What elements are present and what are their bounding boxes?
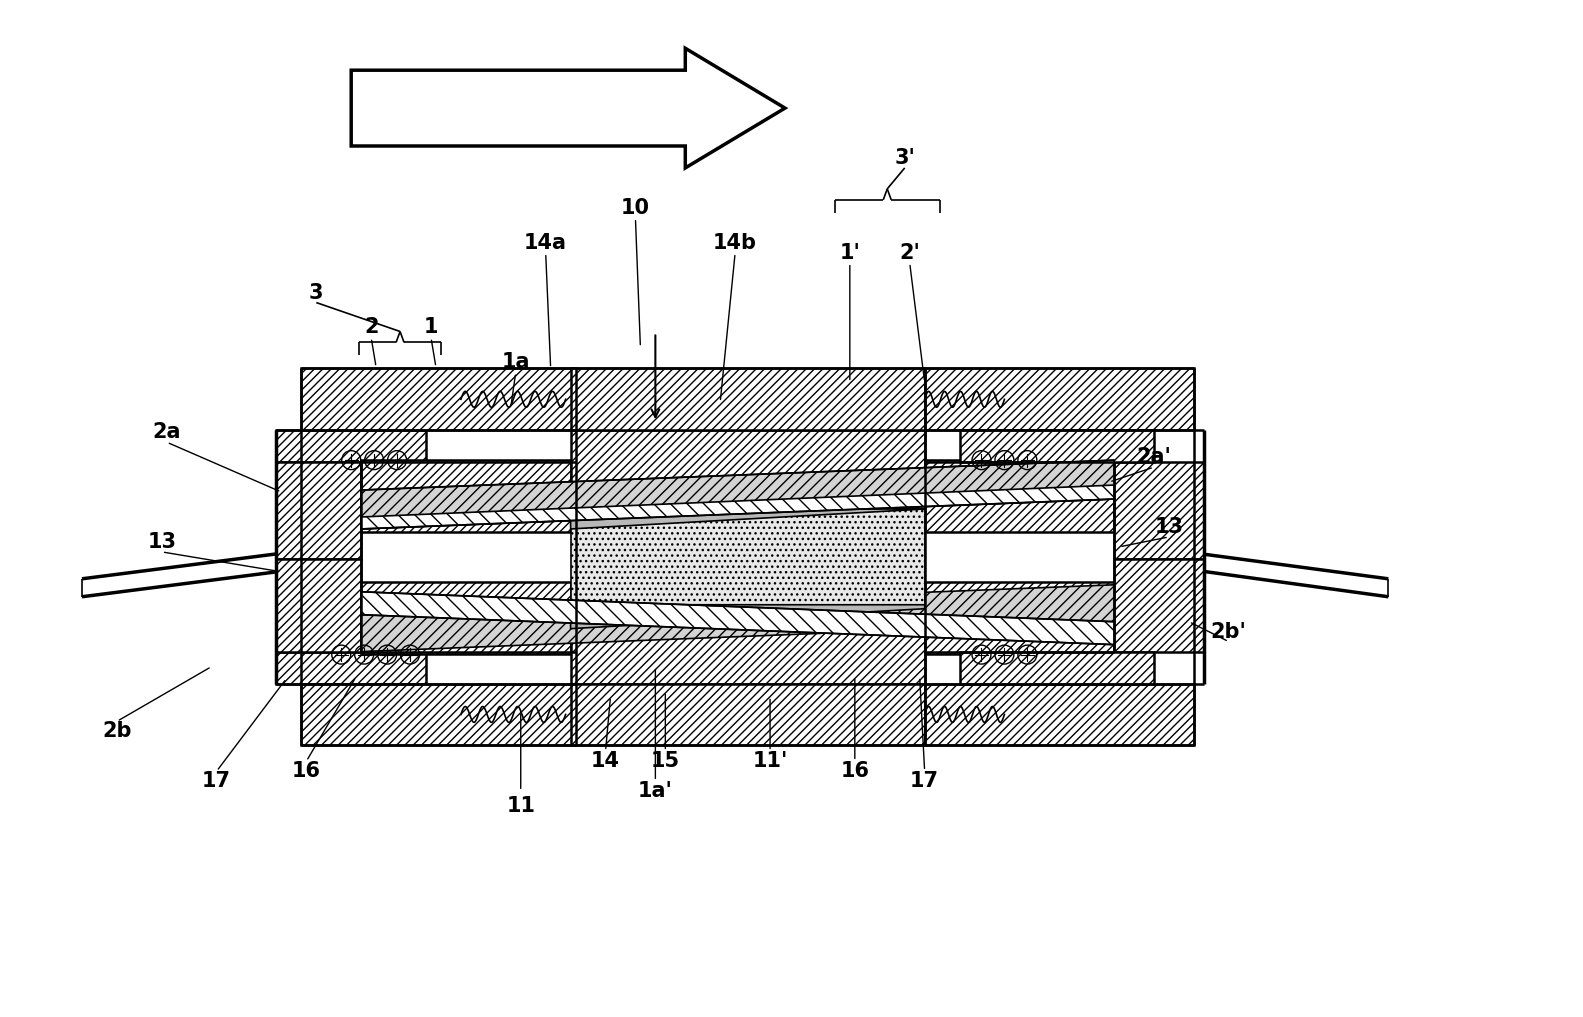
Polygon shape (570, 508, 924, 605)
Polygon shape (361, 485, 1114, 529)
Polygon shape (361, 592, 1114, 645)
Bar (277, 462, 361, 559)
Text: 17: 17 (203, 771, 231, 791)
Text: 1a': 1a' (638, 781, 673, 801)
Text: 2a': 2a' (1137, 447, 1171, 467)
Text: 13: 13 (147, 532, 176, 552)
Polygon shape (361, 460, 1114, 529)
Text: 17: 17 (910, 771, 939, 791)
Bar (570, 605, 924, 683)
Text: 16: 16 (291, 762, 321, 781)
Bar (361, 460, 570, 532)
Text: 14: 14 (590, 752, 621, 771)
Polygon shape (361, 585, 1114, 652)
Bar (301, 683, 576, 745)
Text: 11': 11' (752, 752, 788, 771)
Text: 1: 1 (424, 317, 438, 338)
Text: 2: 2 (364, 317, 378, 338)
Bar (301, 368, 576, 430)
Polygon shape (570, 605, 924, 629)
Bar (924, 582, 1114, 654)
Text: 2b': 2b' (1211, 621, 1247, 642)
Bar (277, 559, 361, 652)
Text: 15: 15 (651, 752, 681, 771)
Text: 1a: 1a (502, 353, 530, 372)
Polygon shape (570, 508, 924, 529)
Text: 1': 1' (839, 243, 860, 262)
Bar (570, 368, 924, 430)
Text: 11: 11 (507, 796, 535, 817)
Text: 14a: 14a (524, 233, 567, 253)
Bar (570, 430, 924, 508)
Bar (570, 683, 924, 745)
Bar (959, 652, 1154, 683)
Text: 3': 3' (894, 147, 915, 168)
Bar (1114, 559, 1203, 652)
Bar (361, 582, 570, 654)
Polygon shape (351, 48, 785, 168)
Text: 2': 2' (899, 243, 920, 262)
Text: 13: 13 (1154, 517, 1184, 537)
Bar (1114, 462, 1203, 559)
Bar (277, 430, 426, 462)
Text: 10: 10 (621, 198, 651, 218)
Text: 2b: 2b (101, 721, 131, 741)
Text: 14b: 14b (714, 233, 757, 253)
Bar (277, 652, 426, 683)
Text: 3: 3 (309, 283, 323, 303)
Bar (924, 368, 1194, 430)
Bar (959, 430, 1154, 462)
Text: 2a: 2a (152, 422, 180, 442)
Bar (924, 683, 1194, 745)
Bar (924, 460, 1114, 532)
Text: 16: 16 (841, 762, 869, 781)
